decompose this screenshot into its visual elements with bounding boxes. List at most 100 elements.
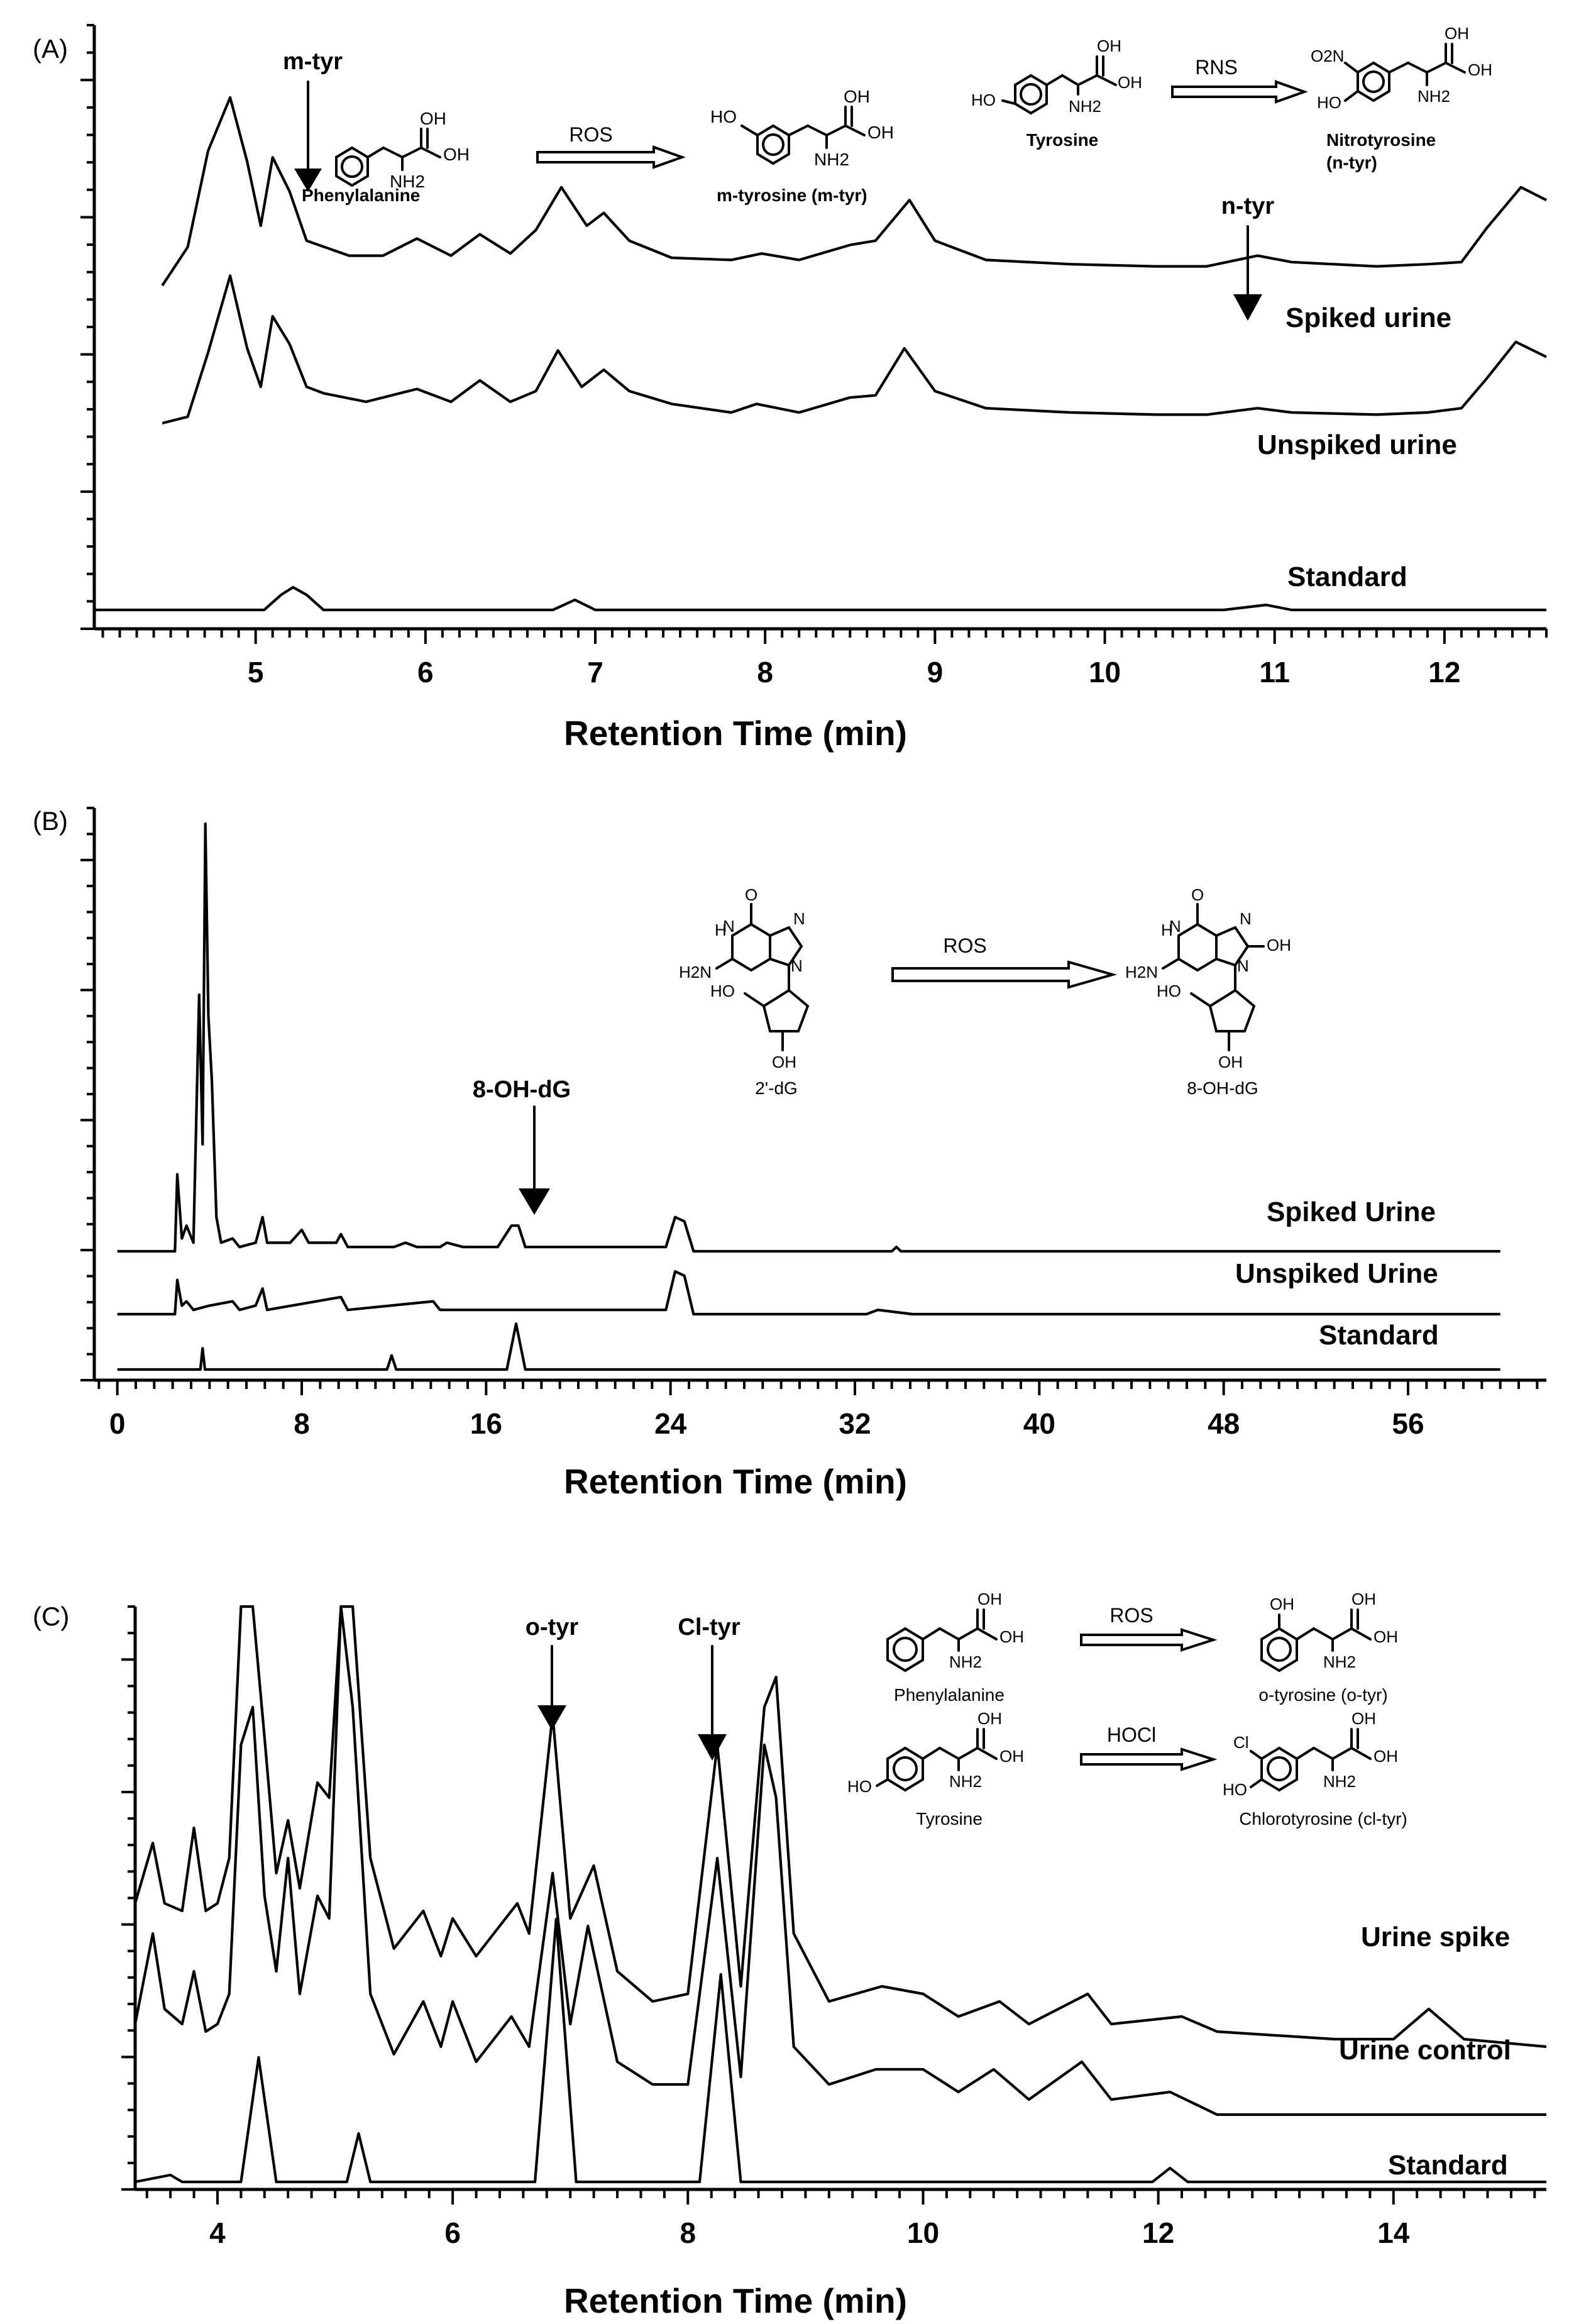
product-label-chlorotyrosine: Chlorotyrosine (cl-tyr)	[1239, 1809, 1407, 1829]
svg-text:OH: OH	[1374, 1747, 1398, 1766]
panel-b: (B) 0 8 16 24 32 40 48 56 Spiked Urine Unspiked…	[33, 806, 1546, 1501]
hocl-arrow	[1080, 1747, 1218, 1771]
svg-text:N: N	[723, 917, 735, 936]
svg-text:O2N: O2N	[1311, 47, 1344, 65]
m-tyrosine-structure: HO OH OH NH2 m-tyrosine (m-tyr)	[710, 87, 894, 205]
trace-unspiked-urine	[117, 1270, 1500, 1316]
svg-text:NH2: NH2	[1323, 1772, 1356, 1791]
ros-arrow-a	[536, 145, 686, 169]
svg-text:OH: OH	[844, 87, 870, 106]
tyrosine-structure-c: HO OH OH NH2 Tyrosine	[847, 1709, 1024, 1829]
product-label-o-tyrosine: o-tyrosine (o-tyr)	[1258, 1685, 1387, 1705]
x-tick-label-16: 16	[470, 1407, 502, 1440]
trace-label-standard-c: Standard	[1388, 2150, 1508, 2181]
trace-spiked-urine	[117, 822, 1500, 1253]
panel-a: (A) 5 6 7 8 9 10 11 12 Spiked urine Unspiked ur…	[33, 24, 1548, 753]
trace-label-spiked-urine: Spiked urine	[1285, 302, 1451, 333]
svg-text:OH: OH	[867, 123, 894, 142]
svg-text:NH2: NH2	[949, 1772, 982, 1791]
ros-arrow-b	[891, 960, 1118, 989]
reagent-label-rns: RNS	[1195, 56, 1238, 79]
svg-text:OH: OH	[1270, 1595, 1294, 1613]
trace-standard	[135, 1917, 1546, 2184]
svg-text:HO: HO	[847, 1777, 872, 1796]
svg-text:HO: HO	[971, 91, 996, 109]
reagent-label-ros-b: ROS	[943, 934, 986, 957]
svg-text:OH: OH	[1445, 24, 1469, 43]
svg-text:HO: HO	[1317, 93, 1341, 112]
reagent-label-ros-c: ROS	[1109, 1604, 1153, 1627]
n-tyr-arrow-head	[1233, 294, 1262, 321]
8-oh-dg-structure: O H N N N OH H2N HO OH 8-OH-dG	[1125, 885, 1291, 1098]
x-tick-label-32: 32	[839, 1407, 871, 1440]
trace-label-urine-spike: Urine spike	[1361, 1922, 1510, 1952]
x-tick-label-56: 56	[1392, 1407, 1424, 1440]
svg-text:H2N: H2N	[1125, 963, 1158, 982]
product-label-nitrotyrosine: Nitrotyrosine	[1326, 130, 1436, 150]
svg-text:NH2: NH2	[949, 1652, 982, 1671]
svg-text:OH: OH	[1097, 36, 1121, 55]
phenylalanine-structure-a: OH OH NH2 Phenylalanine	[302, 109, 470, 205]
panel-c-axes: 4 6 8 10 12 14	[121, 1605, 1546, 2249]
x-tick-label-10: 10	[907, 2216, 939, 2249]
product-label-8-oh-dg: 8-OH-dG	[1187, 1078, 1258, 1098]
x-tick-label-6: 6	[417, 656, 434, 689]
svg-text:OH: OH	[999, 1627, 1024, 1646]
svg-text:NH2: NH2	[390, 172, 425, 191]
reactant-label-phenylalanine-a: Phenylalanine	[302, 185, 420, 205]
trace-standard	[117, 1322, 1500, 1371]
reactant-label-2-dg: 2'-dG	[755, 1078, 798, 1098]
x-tick-label-9: 9	[927, 656, 944, 689]
svg-text:OH: OH	[443, 145, 470, 164]
x-tick-label-40: 40	[1023, 1407, 1055, 1440]
trace-label-urine-control: Urine control	[1339, 2035, 1511, 2066]
panel-b-label: (B)	[33, 806, 68, 836]
svg-text:OH: OH	[999, 1747, 1024, 1766]
8-oh-dg-arrow-head	[519, 1188, 550, 1215]
panel-b-axes: 0 8 16 24 32 40 48 56	[80, 807, 1546, 1440]
svg-text:N: N	[793, 909, 805, 928]
deoxyguanosine-structure: O H N N N H2N HO OH 2'-dG	[679, 885, 810, 1098]
svg-text:NH2: NH2	[1323, 1652, 1356, 1671]
chlorotyrosine-structure: Cl HO OH OH NH2 Chlorotyrosine (cl-tyr)	[1223, 1709, 1407, 1829]
tyrosine-structure-a: HO OH OH NH2 Tyrosine	[971, 36, 1142, 150]
svg-text:OH: OH	[1218, 1053, 1243, 1071]
o-tyr-arrow-head	[537, 1705, 566, 1730]
peak-label-m-tyr: m-tyr	[283, 48, 343, 75]
svg-text:HO: HO	[710, 107, 737, 126]
svg-text:N: N	[1237, 956, 1249, 975]
nitrotyrosine-structure: O2N HO OH OH NH2 Nitrotyrosine (n-tyr)	[1311, 24, 1492, 172]
svg-text:OH: OH	[1118, 73, 1142, 92]
svg-text:OH: OH	[1352, 1590, 1376, 1608]
reactant-label-tyrosine-c: Tyrosine	[916, 1809, 983, 1829]
rns-arrow	[1171, 80, 1308, 104]
x-tick-label-48: 48	[1208, 1407, 1240, 1440]
svg-text:HO: HO	[710, 982, 735, 1000]
svg-text:Cl: Cl	[1233, 1733, 1249, 1752]
trace-unspiked-urine	[162, 274, 1547, 425]
trace-standard	[94, 585, 1546, 612]
trace-label-spiked-urine-b: Spiked Urine	[1267, 1197, 1436, 1227]
x-tick-label-24: 24	[654, 1407, 687, 1440]
svg-text:OH: OH	[1374, 1627, 1398, 1646]
trace-label-standard-b: Standard	[1319, 1320, 1439, 1351]
svg-text:O: O	[745, 885, 757, 904]
reagent-label-ros-a: ROS	[569, 123, 612, 146]
reagent-label-hocl: HOCl	[1107, 1724, 1156, 1746]
svg-text:OH: OH	[977, 1590, 1002, 1608]
svg-text:O: O	[1191, 885, 1204, 904]
reactant-label-phenylalanine-c: Phenylalanine	[894, 1685, 1005, 1705]
svg-text:OH: OH	[420, 109, 446, 128]
panel-c-label: (C)	[33, 1602, 69, 1631]
peak-label-8-oh-dg: 8-OH-dG	[473, 1076, 571, 1103]
svg-text:H: H	[1161, 921, 1173, 939]
product-label-n-tyr: (n-tyr)	[1326, 153, 1377, 172]
svg-text:N: N	[1240, 909, 1252, 928]
svg-text:NH2: NH2	[814, 150, 849, 169]
x-axis-title-c: Retention Time (min)	[564, 2281, 907, 2320]
peak-label-n-tyr: n-tyr	[1221, 193, 1275, 219]
x-tick-label-5: 5	[248, 656, 264, 689]
panel-b-traces	[117, 822, 1500, 1371]
x-tick-label-14: 14	[1377, 2216, 1410, 2249]
x-tick-label-8: 8	[294, 1407, 310, 1440]
